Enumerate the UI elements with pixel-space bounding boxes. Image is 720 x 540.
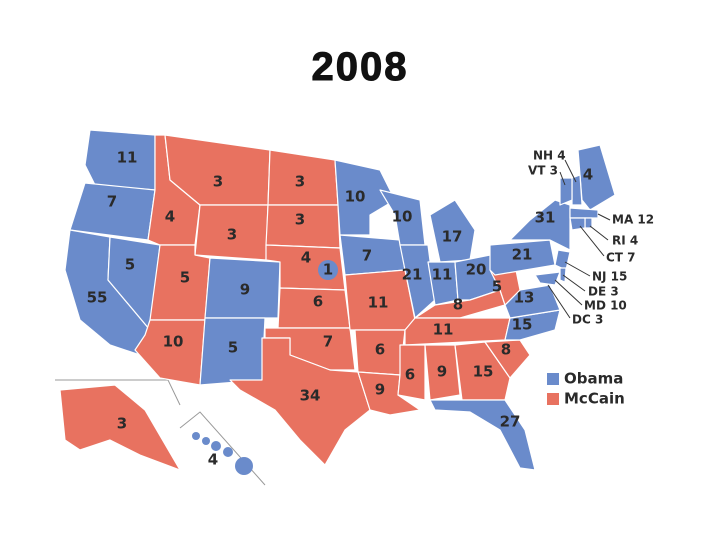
electoral-votes: 6 [375,341,385,359]
state [509,199,571,251]
state [571,174,583,206]
electoral-votes: 6 [405,366,415,384]
electoral-votes: 7 [362,247,372,265]
electoral-votes: 9 [240,281,250,299]
electoral-votes: 15 [512,316,533,334]
electoral-votes: 55 [87,289,108,307]
electoral-votes: 11 [433,321,454,339]
electoral-votes: 4 [583,166,593,184]
leader-line [562,274,586,292]
island [211,441,221,451]
leader-line [589,225,609,241]
electoral-votes: 3 [227,226,237,244]
electoral-votes: 3 [213,173,223,191]
state [569,207,599,219]
electoral-votes: 10 [163,333,184,351]
state [339,234,406,276]
state-callout: MD 10 [584,299,627,313]
inset-border [179,411,266,486]
island [202,437,210,445]
legend-label: McCain [564,390,625,408]
leader-line [559,171,566,186]
leader-line [554,279,583,306]
electoral-votes: 10 [392,208,413,226]
state [397,344,426,401]
electoral-votes: 4 [208,451,218,469]
state-callout: MA 12 [612,213,654,227]
state [559,177,573,206]
state-callout: RI 4 [612,234,638,248]
electoral-votes: 11 [368,294,389,312]
electoral-votes: 4 [301,249,311,267]
state [429,199,476,263]
district-marker [318,260,338,280]
island [223,447,233,457]
electoral-votes: 3 [117,415,127,433]
electoral-votes: 8 [453,296,463,314]
island [192,432,200,440]
state-callout: VT 3 [528,164,558,178]
island [235,457,253,475]
state-callout: NH 4 [533,149,566,163]
electoral-votes: 7 [107,193,117,211]
state [399,244,436,319]
electoral-votes: 5 [492,278,502,296]
electoral-votes: 13 [514,289,535,307]
electoral-votes: 5 [228,339,238,357]
electoral-votes: 15 [473,363,494,381]
electoral-votes: 5 [180,269,190,287]
leader-line [597,213,611,221]
state [489,239,556,276]
electoral-votes: 17 [442,228,463,246]
state [534,271,561,286]
state-callout: DC 3 [572,313,603,327]
legend-label: Obama [564,370,623,388]
state [424,344,461,401]
state [229,337,371,466]
electoral-votes: 27 [500,413,521,431]
state-callout: DE 3 [588,285,619,299]
electoral-votes: 7 [323,333,333,351]
state [484,339,531,379]
state [504,309,561,341]
state-callout: CT 7 [606,251,636,265]
electoral-votes: 9 [375,381,385,399]
state [554,249,571,271]
leader-line [579,225,605,257]
electoral-votes: 3 [295,211,305,229]
title: 2008 [312,45,409,89]
electoral-votes: 11 [117,149,138,167]
electoral-votes: 1 [323,261,333,279]
electoral-votes: 34 [300,387,321,405]
legend-swatch [547,373,559,385]
electoral-votes: 8 [501,341,511,359]
legend-swatch [547,393,559,405]
state [59,384,181,471]
electoral-votes: 11 [432,266,453,284]
leader-line [564,159,577,183]
state [429,399,536,471]
state [454,341,511,401]
electoral-votes: 21 [512,246,533,264]
state [569,217,586,231]
electoral-votes: 21 [402,266,423,284]
leader-line [564,261,591,277]
electoral-votes: 9 [437,363,447,381]
electoral-votes: 4 [165,208,175,226]
electoral-votes: 6 [313,293,323,311]
leader-line [547,284,571,319]
electoral-votes: 5 [125,256,135,274]
electoral-votes: 31 [535,209,556,227]
electoral-votes: 20 [466,261,487,279]
electoral-votes: 3 [295,173,305,191]
electoral-votes: 10 [345,188,366,206]
state-callout: NJ 15 [592,270,627,284]
